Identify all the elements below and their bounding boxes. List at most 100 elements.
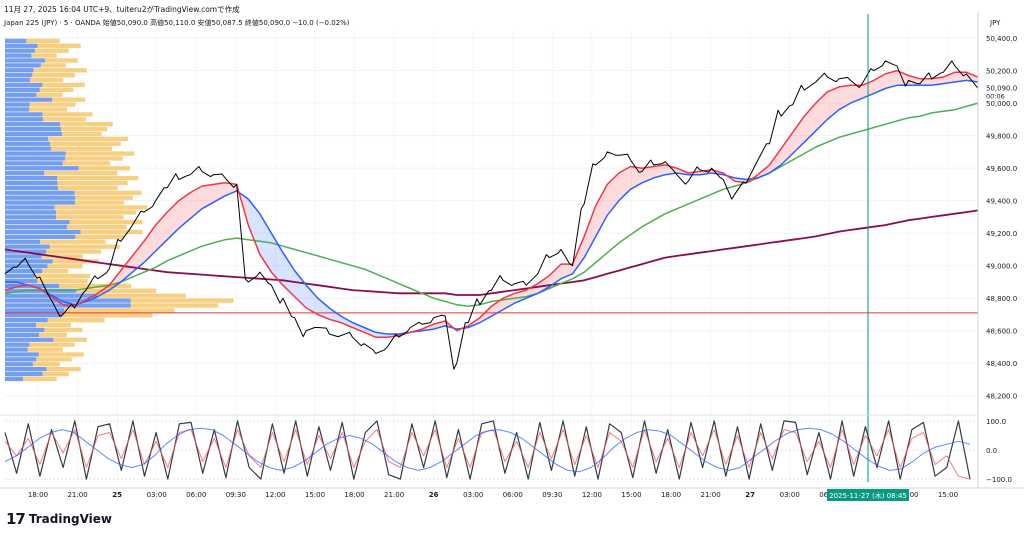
volume-profile-sell-bar [29,107,68,112]
volume-profile-buy-bar [5,102,30,107]
bull-cloud-segment [943,72,955,84]
volume-profile-buy-bar [5,352,39,357]
volume-profile-buy-bar [5,58,46,63]
volume-profile-buy-bar [5,180,58,186]
volume-profile-sell-bar [45,58,78,63]
volume-profile-sell-bar [61,131,102,137]
volume-profile-sell-bar [76,288,157,293]
price-tick-label: 48,600.0 [986,328,1017,336]
volume-profile-buy-bar [5,146,51,151]
volume-profile-buy-bar [5,171,45,176]
volume-profile-sell-bar [39,332,67,338]
volume-profile-buy-bar [5,234,76,240]
bull-cloud-segment [966,72,978,83]
time-tick-label: 06:00 [503,491,523,499]
bull-cloud-segment [931,77,944,86]
volume-profile-sell-bar [80,229,143,235]
volume-profile-buy-bar [5,327,45,333]
volume-profile-sell-bar [57,175,139,181]
volume-profile-sell-bar [32,362,60,367]
volume-profile-sell-bar [36,357,72,362]
volume-profile-sell-bar [75,200,124,205]
price-tick-label: 50,200.0 [986,68,1017,76]
volume-profile-buy-bar [5,190,75,195]
time-tick-label: 15:00 [305,491,325,499]
volume-profile-sell-bar [62,161,111,166]
volume-profile-buy-bar [5,141,51,146]
bull-cloud-segment [595,184,608,237]
volume-profile-sell-bar [57,185,118,191]
bear-cloud-segment [271,233,283,286]
bull-cloud-segment [618,166,631,201]
time-tick-label: 18:00 [344,491,364,499]
ema-mid-line [5,79,979,335]
bear-cloud-segment [283,252,295,297]
price-tick-label: 49,600.0 [986,165,1017,173]
volume-profile-buy-bar [5,210,57,215]
volume-profile-sell-bar [41,254,83,259]
volume-profile-sell-bar [69,220,143,225]
volume-profile-buy-bar [5,322,37,328]
currency-label: JPY [989,19,1001,27]
bull-cloud-segment [491,298,504,317]
volume-profile-sell-bar [40,239,106,244]
bull-cloud-segment [201,184,214,209]
volume-profile-sell-bar [59,283,132,289]
volume-profile-buy-bar [5,43,38,48]
volume-profile-sell-bar [48,136,129,142]
time-tick-label: 21:00 [384,491,404,499]
bull-cloud-segment [839,85,851,110]
volume-profile-buy-bar [5,156,66,161]
time-tick-label: 09:30 [226,491,246,499]
volume-profile-buy-bar [5,337,54,342]
volume-profile-buy-bar [5,259,53,264]
price-tick-label: 48,400.0 [986,360,1017,368]
volume-profile-buy-bar [5,195,76,200]
volume-profile-buy-bar [5,166,79,171]
ema-fast-line [4,69,979,338]
volume-profile-sell-bar [34,48,69,53]
volume-profile-sell-bar [97,293,186,298]
volume-profile-sell-bar [56,215,124,220]
volume-profile-sell-bar [36,322,72,328]
time-tick-label: 15:00 [938,491,958,499]
symbol-legend: Japan 225 (JPY) · 5 · OANDA 始値50,090.0 高… [4,19,350,27]
time-tick-label: 21:00 [67,491,87,499]
volume-profile-sell-bar [39,87,74,93]
volume-profile-buy-bar [5,136,49,142]
volume-profile-sell-bar [49,244,120,249]
volume-profile-sell-bar [52,259,99,264]
volume-profile-sell-bar [53,337,87,342]
price-tick-label: 48,200.0 [986,393,1017,401]
volume-profile-buy-bar [5,224,68,230]
stoch-d-line [4,429,971,480]
volume-profile-sell-bar [130,298,234,303]
volume-profile-sell-bar [23,376,57,382]
volume-profile-sell-bar [75,195,133,200]
stoch-tick-label: −100.0 [986,476,1012,484]
volume-profile-buy-bar [5,161,63,166]
bull-cloud-segment [653,164,666,178]
bull-cloud-segment [954,72,967,83]
volume-profile-sell-bar [50,146,112,151]
bull-cloud-segment [537,275,550,294]
bull-cloud-segment [479,306,492,323]
volume-profile-sell-bar [27,347,63,352]
indicator-lines [4,14,979,482]
volume-profile-buy-bar [5,151,66,156]
time-tick-label: 12:00 [265,491,285,499]
volume-profile-buy-bar [5,220,70,225]
axes: 50,400.0 50,200.0 50,000.0 49,800.0 49,600.0… [0,12,1024,501]
time-tick-label: 06:00 [186,491,206,499]
volume-profile-buy-bar [5,63,41,68]
volume-profile-buy-bar [5,175,58,181]
volume-profile-sell-bar [42,117,86,122]
bull-cloud-segment [433,320,446,330]
crosshair-time-label: 2025-11-27 (木) 08:45 [829,491,907,500]
volume-profile-buy-bar [5,205,55,210]
volume-profile-sell-bar [44,327,83,333]
volume-profile-sell-bar [130,303,219,308]
volume-profile-sell-bar [47,318,105,323]
volume-profile-buy-bar [5,200,76,205]
volume-profile-buy-bar [5,112,43,117]
